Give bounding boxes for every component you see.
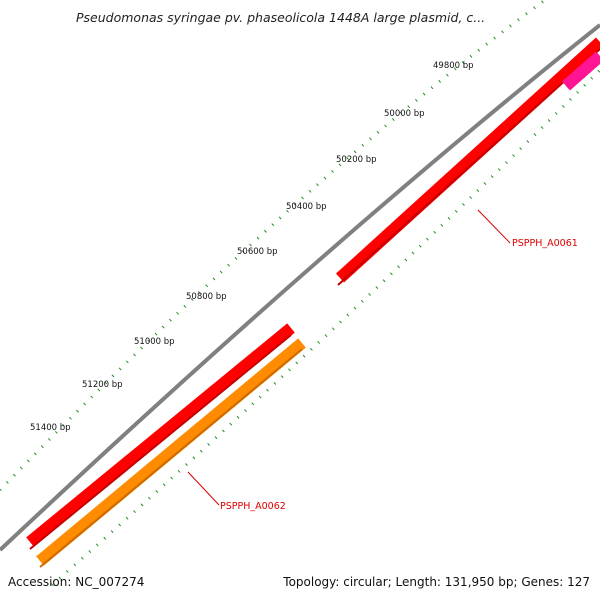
label-line-PSPPH_A0062 [187, 471, 220, 506]
gene-arrow-PSPPH_A0062-shadow [29, 334, 292, 550]
tick-label-50600: 50600 bp [237, 247, 278, 257]
tick-label-50200: 50200 bp [336, 155, 377, 165]
label-line-PSPPH_A0061 [477, 209, 511, 244]
inner-tick-ring [51, 68, 600, 587]
tick-label-51400: 51400 bp [30, 423, 71, 433]
plasmid-backbone [0, 23, 600, 552]
map-title: Pseudomonas syringae pv. phaseolicola 14… [76, 10, 485, 25]
genome-summary-text: Topology: circular; Length: 131,950 bp; … [282, 575, 590, 589]
tick-label-50000: 50000 bp [384, 109, 425, 119]
accession-text: Accession: NC_007274 [8, 575, 144, 589]
gene-arrow-PSPPH_A0061[interactable] [335, 37, 600, 283]
gene-arrow-PSPPH_A0061-shadow [337, 48, 600, 286]
feature-orange[interactable] [36, 338, 306, 566]
tick-label-51000: 51000 bp [134, 337, 175, 347]
gene-label-PSPPH_A0061: PSPPH_A0061 [512, 238, 578, 249]
tick-label-50800: 50800 bp [186, 292, 227, 302]
feature-pink[interactable] [562, 51, 600, 91]
tick-label-51200: 51200 bp [82, 380, 123, 390]
gene-arrow-PSPPH_A0062[interactable] [26, 323, 295, 547]
outer-tick-ring [0, 0, 546, 492]
tick-label-50400: 50400 bp [286, 202, 327, 212]
gene-label-PSPPH_A0062: PSPPH_A0062 [220, 501, 286, 512]
feature-orange-shadow [39, 348, 303, 568]
tick-label-49800: 49800 bp [433, 61, 474, 71]
